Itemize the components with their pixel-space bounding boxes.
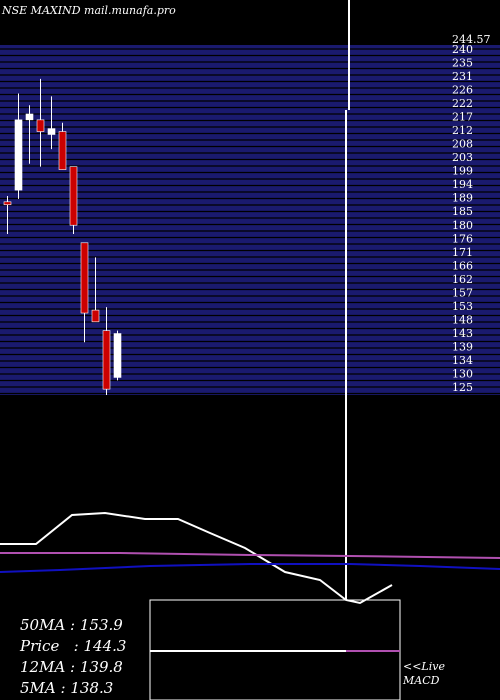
- candle-body: [14, 119, 23, 191]
- candle-body: [58, 131, 67, 170]
- candlestick-series: [3, 78, 122, 395]
- ma12-row: 12MA : 139.8: [20, 658, 123, 676]
- candle-body: [3, 201, 12, 206]
- candle-body: [80, 242, 89, 314]
- price-axis-label: 134: [452, 354, 473, 367]
- candle-body: [47, 128, 56, 135]
- ma-white-line: [0, 511, 393, 605]
- candle-body: [25, 113, 34, 121]
- price-axis-label: 157: [452, 286, 473, 299]
- price-axis-label: 240: [452, 43, 473, 56]
- price-axis-label: 226: [452, 84, 473, 97]
- price-axis-label: 176: [452, 232, 473, 245]
- price-row: Price : 144.3: [20, 637, 127, 655]
- price-axis-label: 185: [452, 205, 473, 218]
- price-axis-label: 231: [452, 70, 473, 83]
- price-axis-label: 171: [452, 246, 473, 259]
- price-axis-label: 222: [452, 97, 473, 110]
- candle-body: [113, 333, 122, 378]
- macd-label: <<Live MACD: [403, 660, 445, 688]
- ma12-value: 139.8: [79, 658, 123, 676]
- chart-title: NSE MAXIND mail.munafa.pro: [2, 4, 176, 17]
- candle-body: [91, 309, 100, 323]
- price-axis-label: 180: [452, 219, 473, 232]
- price-value: 144.3: [83, 637, 127, 655]
- price-axis-labels: 244.572402352312262222172122082031991941…: [452, 33, 491, 394]
- ma50-label: 50MA: [20, 616, 66, 634]
- price-axis-label: 162: [452, 273, 473, 286]
- ma50-value: 153.9: [79, 616, 123, 634]
- price-axis-label: 125: [452, 381, 473, 394]
- price-axis-label: 153: [452, 300, 473, 313]
- ma5-value: 138.3: [70, 679, 114, 697]
- ma50-row: 50MA : 153.9: [20, 616, 123, 634]
- price-axis-label: 148: [452, 313, 473, 326]
- price-axis-label: 194: [452, 178, 473, 191]
- price-axis-label: 235: [452, 57, 473, 70]
- price-axis-label: 139: [452, 340, 473, 353]
- price-axis-label: 143: [452, 327, 473, 340]
- ma12-label: 12MA: [20, 658, 66, 676]
- ma-blue-line: [0, 563, 500, 573]
- macd-label-line1: <<Live: [403, 660, 445, 673]
- price-axis-label: 217: [452, 111, 473, 124]
- macd-label-line2: MACD: [403, 674, 440, 687]
- grid-band-background: [0, 45, 500, 395]
- price-axis-label: 189: [452, 192, 473, 205]
- ma-purple-line: [0, 552, 500, 559]
- moving-average-summary: 50MA : 153.9 Price : 144.3 12MA : 139.8 …: [20, 615, 126, 699]
- candle-body: [69, 166, 78, 226]
- ma5-row: 5MA : 138.3: [20, 679, 114, 697]
- price-axis-label: 166: [452, 259, 473, 272]
- price-grid-bands: [0, 45, 500, 395]
- price-axis-label: 199: [452, 165, 473, 178]
- candle-body: [36, 119, 45, 132]
- price-axis-label: 130: [452, 367, 473, 380]
- price-axis-label: 212: [452, 124, 473, 137]
- price-axis-label: 208: [452, 138, 473, 151]
- price-axis-label: 244.57: [452, 33, 491, 46]
- price-label: Price: [20, 637, 60, 655]
- ma5-label: 5MA: [20, 679, 56, 697]
- candle-body: [102, 330, 111, 390]
- price-axis-label: 203: [452, 151, 473, 164]
